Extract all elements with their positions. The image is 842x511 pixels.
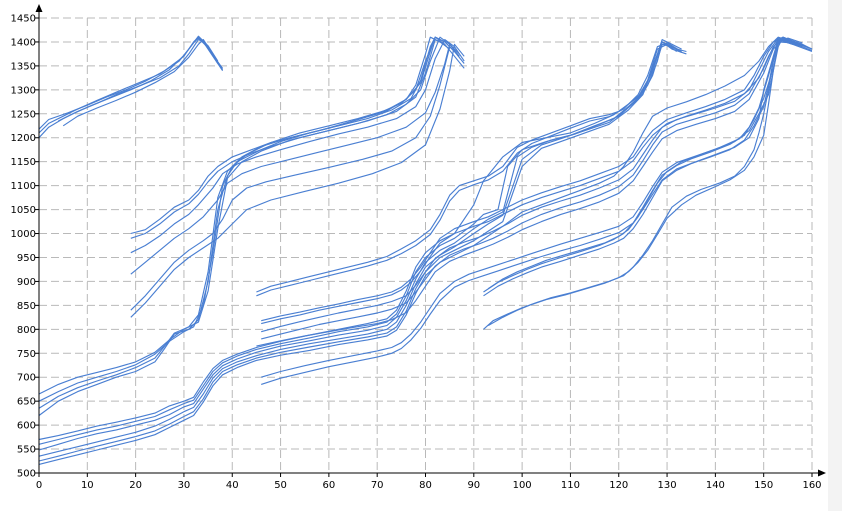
x-tick-label: 80 [419, 480, 432, 491]
y-tick-label: 1100 [11, 181, 36, 192]
y-tick-label: 650 [17, 397, 36, 408]
y-tick-label: 850 [17, 301, 36, 312]
series-line-27 [261, 37, 798, 340]
y-tick-label: 1450 [11, 14, 36, 25]
series-line-20 [38, 41, 687, 462]
series-line-10 [130, 46, 460, 311]
y-tick-label: 800 [17, 325, 36, 336]
y-tick-label: 1150 [11, 157, 36, 168]
series-line-25 [261, 39, 813, 325]
series-line-33 [487, 40, 803, 290]
series-line-8 [130, 39, 465, 254]
series-line-5 [62, 39, 224, 127]
series-line-31 [483, 39, 803, 297]
x-tick-label: 120 [609, 480, 628, 491]
series-layer [38, 35, 813, 465]
y-tick-label: 500 [17, 469, 36, 480]
series-line-26 [261, 37, 803, 333]
x-tick-label: 0 [36, 480, 42, 491]
x-tick-label: 110 [561, 480, 580, 491]
x-tick-label: 90 [467, 480, 480, 491]
series-line-9 [130, 43, 460, 275]
y-tick-label: 750 [17, 349, 36, 360]
x-axis-arrow [818, 469, 826, 477]
x-tick-label: 50 [274, 480, 287, 491]
x-tick-label: 60 [323, 480, 336, 491]
y-tick-label: 700 [17, 373, 36, 384]
x-tick-label: 160 [802, 480, 821, 491]
y-tick-label: 900 [17, 277, 36, 288]
series-line-15 [38, 39, 446, 395]
y-axis-arrow [35, 4, 43, 12]
series-line-22 [256, 39, 682, 293]
y-tick-label: 1250 [11, 109, 36, 120]
y-tick-label: 600 [17, 421, 36, 432]
series-line-3 [38, 36, 219, 130]
x-tick-label: 40 [226, 480, 239, 491]
x-tick-label: 130 [658, 480, 677, 491]
series-line-7 [130, 36, 460, 239]
series-line-18 [38, 41, 673, 451]
series-line-35 [488, 41, 813, 327]
series-line-4 [58, 37, 219, 122]
axes [35, 4, 826, 477]
y-tick-label: 1300 [11, 85, 36, 96]
y-tick-label: 1200 [11, 133, 36, 144]
x-tick-label: 30 [178, 480, 191, 491]
series-line-23 [256, 42, 682, 297]
y-tick-label: 1000 [11, 229, 36, 240]
x-tick-label: 20 [129, 480, 142, 491]
y-tick-label: 1050 [11, 205, 36, 216]
series-line-14 [38, 36, 451, 402]
series-line-30 [261, 39, 793, 385]
x-tick-label: 140 [706, 480, 725, 491]
y-tick-label: 1350 [11, 61, 36, 72]
x-tick-label: 150 [754, 480, 773, 491]
x-tick-label: 70 [371, 480, 384, 491]
tick-labels: 0 10 20 30 40 50 60 70 80 90 100 110 120 130 140 150 160… [11, 14, 822, 492]
x-tick-label: 10 [81, 480, 94, 491]
y-tick-label: 1400 [11, 37, 36, 48]
x-tick-label: 100 [513, 480, 532, 491]
y-tick-label: 550 [17, 445, 36, 456]
right-scrollbar-strip [828, 0, 842, 511]
y-tick-label: 950 [17, 253, 36, 264]
series-line-19 [38, 43, 678, 457]
series-line-11 [130, 43, 465, 318]
series-line-28 [256, 39, 798, 347]
series-line-24 [261, 36, 813, 322]
